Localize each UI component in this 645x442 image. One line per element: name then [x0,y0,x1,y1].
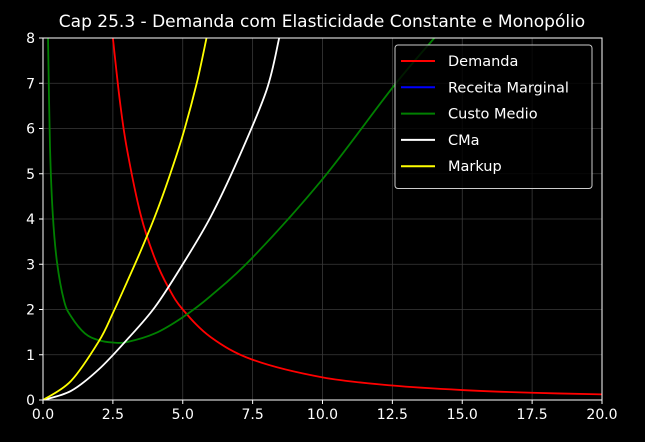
legend-label: Receita Marginal [448,80,569,96]
y-tick-label: 4 [26,212,35,228]
x-tick-label: 0.0 [32,407,54,423]
x-tick-label: 15.0 [447,407,478,423]
y-tick-label: 2 [26,303,35,319]
series-line-cma [43,38,281,400]
legend-label: Custo Medio [448,107,538,123]
x-tick-label: 2.5 [102,407,124,423]
x-tick-label: 17.5 [517,407,548,423]
legend: Demanda Receita Marginal Custo Medio CMa Mar… [394,44,593,189]
y-tick-label: 6 [26,122,35,138]
y-tick-label: 5 [26,167,35,183]
x-tick-label: 10.0 [307,407,338,423]
legend-label: Markup [448,159,502,175]
series-line-demanda [111,38,602,396]
y-tick-label: 1 [26,348,35,364]
x-tick-label: 12.5 [377,407,408,423]
axis-ticks: 0.0 2.5 5.0 7.5 10.0 12.5 15.0 17.5 20.0 0 1 2 3 4 5 6 7… [26,31,618,423]
y-tick-label: 0 [26,393,35,409]
y-tick-label: 7 [26,76,35,92]
legend-label: CMa [448,133,480,149]
x-tick-label: 20.0 [586,407,617,423]
series-line-markup [43,38,208,400]
legend-label: Demanda [448,54,518,70]
chart-title: Cap 25.3 - Demanda com Elasticidade Cons… [59,12,585,32]
x-tick-label: 5.0 [172,407,194,423]
legend-box [394,44,593,189]
y-tick-label: 3 [26,257,35,273]
x-tick-label: 7.5 [241,407,263,423]
plot-area [43,38,602,400]
y-tick-label: 8 [26,31,35,47]
series-line-custo-medio [47,38,435,344]
